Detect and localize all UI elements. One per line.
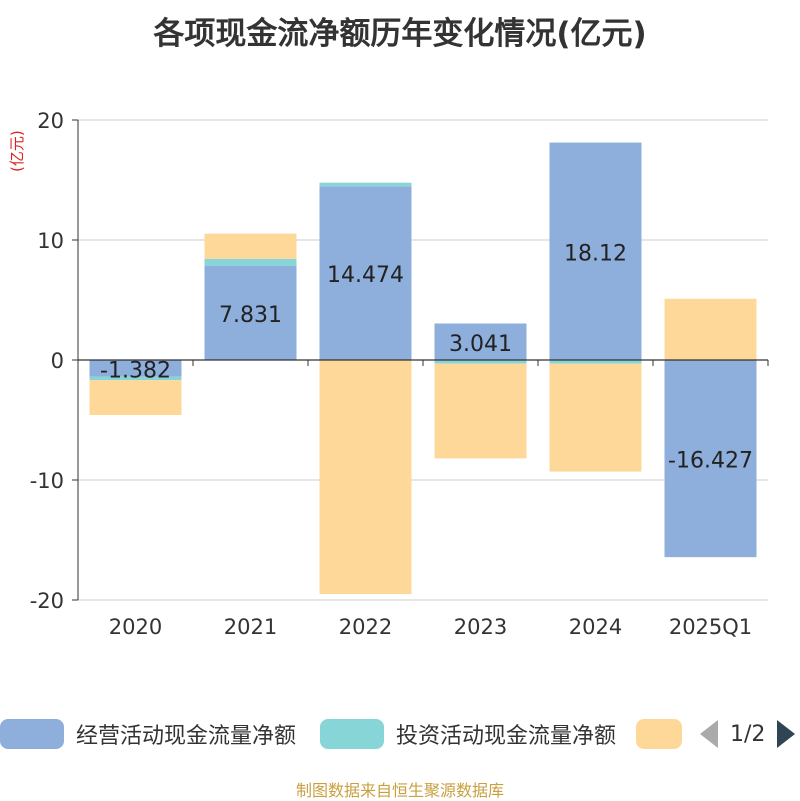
- legend-prev-icon[interactable]: [700, 720, 718, 748]
- bar-operating-2022: [319, 186, 412, 360]
- data-label: 7.831: [219, 303, 282, 328]
- legend-swatch-operating: [0, 719, 64, 749]
- bar-investing-2023: [434, 360, 527, 364]
- data-label: 14.474: [327, 263, 404, 288]
- y-tick-label: 0: [51, 349, 64, 373]
- bar-third-2024: [549, 363, 642, 472]
- legend-next-icon[interactable]: [777, 720, 796, 748]
- bar-investing-2020: [89, 376, 182, 381]
- legend-page-indicator: 1/2: [730, 721, 766, 747]
- data-label: -16.427: [668, 449, 753, 474]
- bar-investing-2024: [549, 360, 642, 364]
- data-source: 制图数据来自恒生聚源数据库: [295, 781, 504, 800]
- legend-label-operating: 经营活动现金流量净额: [76, 724, 297, 749]
- bar-operating-2021: [204, 266, 297, 360]
- bar-operating-2023: [434, 323, 527, 360]
- x-tick-label: 2024: [569, 615, 622, 639]
- legend-pager: 1/2: [700, 720, 796, 748]
- bar-third-2023: [434, 363, 527, 459]
- y-tick-label: 10: [37, 229, 64, 253]
- bar-third-2021: [204, 233, 297, 259]
- bar-operating-2025Q1: [664, 360, 757, 558]
- legend-label-investing: 投资活动现金流量净额: [396, 724, 617, 749]
- data-label: 18.12: [564, 241, 627, 266]
- y-tick-label: -20: [30, 589, 64, 613]
- x-tick-label: 2022: [339, 615, 392, 639]
- bar-operating-2024: [549, 142, 642, 360]
- data-label: 3.041: [449, 332, 512, 357]
- x-tick-label: 2020: [109, 615, 162, 639]
- legend-swatch-investing: [320, 719, 384, 749]
- x-tick-label: 2021: [224, 615, 277, 639]
- legend-item-investing[interactable]: 投资活动现金流量净额: [320, 716, 616, 752]
- bar-third-2020: [89, 380, 182, 415]
- x-tick-label: 2023: [454, 615, 507, 639]
- y-tick-label: -10: [30, 469, 64, 493]
- data-label: -1.382: [100, 358, 171, 383]
- bar-investing-2021: [204, 258, 297, 267]
- bar-third-2022: [319, 360, 412, 594]
- bar-investing-2022: [319, 182, 412, 187]
- bar-operating-2020: [89, 360, 182, 377]
- y-tick-label: 20: [37, 109, 64, 133]
- x-tick-label: 2025Q1: [669, 615, 752, 639]
- legend-swatch-third: [636, 719, 682, 749]
- legend-item-third[interactable]: [636, 716, 682, 752]
- bar-third-2025Q1: [664, 298, 757, 360]
- chart-title: 各项现金流净额历年变化情况(亿元): [153, 16, 647, 52]
- legend-item-operating[interactable]: 经营活动现金流量净额: [0, 716, 296, 752]
- legend: 经营活动现金流量净额 投资活动现金流量净额 1/2: [0, 716, 800, 756]
- chart-plot: 20 10 0 -10 -20 2020 2021 2022 2023 2024 2025Q1 -1.…: [30, 109, 769, 639]
